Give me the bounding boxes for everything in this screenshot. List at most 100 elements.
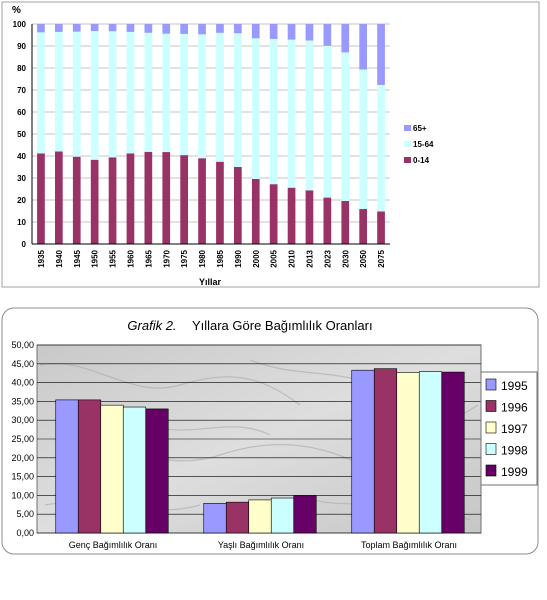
chart2-bar-1995 [55, 399, 79, 534]
chart1-bar-segment-0-14 [144, 151, 153, 244]
chart2-bar-1995 [351, 369, 375, 534]
chart2-bar-1999 [145, 408, 169, 534]
chart2-y-tick-label: 45,00 [11, 359, 34, 369]
chart2-legend-label: 1996 [501, 401, 528, 415]
chart2-marble-vein [39, 363, 301, 406]
chart1-bar-segment-65+ [55, 24, 63, 32]
chart2-bar-1995 [203, 502, 227, 534]
chart1-bar-segment-65+ [37, 24, 45, 33]
chart1-bar-segment-0-14 [126, 153, 135, 244]
chart1-x-tick-label: 1985 [216, 249, 225, 267]
chart1-legend: 65+ 15-64 0-14 [404, 124, 434, 165]
chart1-bar-segment-65+ [72, 24, 81, 32]
chart1-bar-segment-0-14 [269, 184, 278, 244]
chart2-y-tick-label: 50,00 [11, 340, 34, 350]
chart1-bar-segment-65+ [216, 24, 224, 33]
chart1-x-tick-label: 2075 [377, 249, 386, 267]
chart1-bar-segment-65+ [108, 24, 117, 32]
chart1-bar-segment-15-64 [341, 52, 350, 201]
chart1-bar-segment-65+ [341, 24, 350, 53]
chart2-x-tick-label: Yaşlı Bağımlılık Oranı [218, 540, 304, 550]
chart1-bar-segment-0-14 [216, 161, 224, 244]
chart1-x-tick-label: 1940 [55, 249, 64, 267]
chart2-legend-label: 1995 [501, 379, 528, 393]
chart1-x-tick-label: 1975 [180, 249, 189, 267]
chart1-y-tick-label: 10 [17, 218, 26, 227]
chart1-bar-segment-0-14 [37, 153, 45, 244]
chart1-bar-segment-0-14 [162, 152, 171, 244]
dependency-ratio-chart: Grafik 2. Yıllara Göre Bağımlılık Oranla… [1, 307, 539, 555]
chart1-bar-segment-15-64 [234, 33, 242, 167]
chart1-y-tick-label: 90 [17, 42, 26, 51]
chart2-bar-1996 [225, 501, 250, 534]
chart2-y-tick-label: 20,00 [11, 453, 34, 463]
chart1-x-tick-label: 1980 [198, 249, 207, 267]
chart1-bar-segment-65+ [359, 24, 367, 70]
chart1-legend-swatch [404, 157, 411, 163]
chart1-bar-segment-0-14 [234, 167, 242, 244]
chart1-bar-segment-15-64 [180, 33, 188, 156]
chart2-y-tick-label: 0,00 [16, 528, 34, 538]
chart1-bar-segment-65+ [323, 24, 332, 46]
chart2-title-prefix: Grafik 2. [127, 318, 176, 333]
chart1-x-tick-label: 2030 [341, 249, 350, 267]
chart2-legend-swatch [485, 421, 497, 434]
chart1-x-axis-title: Yıllar [199, 277, 222, 287]
chart1-legend-swatch [404, 141, 411, 147]
chart1-x-tick-label: 2010 [288, 249, 297, 267]
chart1-x-tick-label: 2000 [252, 249, 261, 267]
chart1-bar-segment-15-64 [269, 38, 278, 185]
chart1-bar-segment-0-14 [377, 211, 385, 244]
chart1-x-tick-label: 1970 [162, 249, 171, 267]
chart2-title-text: Yıllara Göre Bağımlılık Oranları [192, 318, 373, 333]
chart1-bar-segment-65+ [377, 24, 385, 85]
chart1-bar-segment-15-64 [359, 69, 367, 210]
chart2-y-tick-label: 10,00 [11, 490, 34, 500]
chart1-y-tick-label: 100 [13, 20, 27, 29]
chart1-y-tick-label: 20 [17, 196, 26, 205]
chart1-bar-segment-15-64 [90, 31, 99, 160]
chart1-x-tick-label: 2023 [323, 249, 332, 267]
chart2-y-tick-label: 15,00 [11, 472, 34, 482]
chart1-bar-segment-65+ [251, 24, 260, 39]
chart1-bar-segment-65+ [234, 24, 242, 34]
chart1-x-tick-label: 2050 [359, 249, 368, 267]
chart1-bar-segment-0-14 [55, 151, 63, 244]
chart1-y-tick-label: 0 [22, 240, 27, 249]
chart1-bar-segment-15-64 [162, 33, 171, 153]
chart1-bar-segment-15-64 [323, 45, 332, 198]
chart2-legend-swatch [485, 378, 497, 391]
chart1-bar-segment-65+ [287, 24, 296, 40]
chart1-legend-swatch [404, 125, 411, 131]
chart2-bar-1997 [248, 499, 272, 534]
chart1-y-tick-label: 50 [17, 130, 26, 139]
chart1-y-tick-label: 40 [17, 152, 26, 161]
chart1-bar-segment-0-14 [323, 197, 332, 244]
chart1-bar-segment-0-14 [72, 156, 81, 244]
chart1-legend-label: 65+ [413, 124, 427, 133]
chart1-bar-segment-0-14 [341, 200, 350, 244]
chart2-legend: 1995 1996 1997 1998 1999 [485, 378, 528, 479]
chart1-x-tick-label: 2013 [305, 249, 314, 267]
chart2-legend-swatch [485, 464, 497, 477]
chart2-bar-1996 [373, 368, 398, 534]
chart1-bar-segment-0-14 [305, 190, 314, 244]
chart1-bar-segment-0-14 [198, 158, 206, 244]
chart1-bar-segment-0-14 [251, 178, 260, 244]
chart2-bar-1996 [77, 399, 102, 534]
chart2-bar-1998 [270, 497, 295, 534]
chart1-bar-segment-0-14 [287, 187, 296, 244]
chart1-x-tick-label: 1965 [144, 249, 153, 267]
chart1-bar-segment-65+ [180, 24, 188, 34]
chart1-bar-segment-0-14 [90, 159, 99, 244]
chart1-bar-segment-0-14 [108, 157, 117, 244]
chart2-legend-swatch [485, 400, 497, 412]
chart2-bar-1999 [441, 371, 465, 534]
chart1-bar-segment-0-14 [359, 209, 367, 244]
chart2-y-tick-label: 25,00 [11, 434, 34, 444]
chart1-bar-segment-15-64 [305, 40, 314, 191]
chart2-y-tick-label: 35,00 [11, 396, 34, 406]
chart1-legend-label: 0-14 [413, 156, 430, 165]
chart2-bar-1998 [418, 371, 443, 534]
